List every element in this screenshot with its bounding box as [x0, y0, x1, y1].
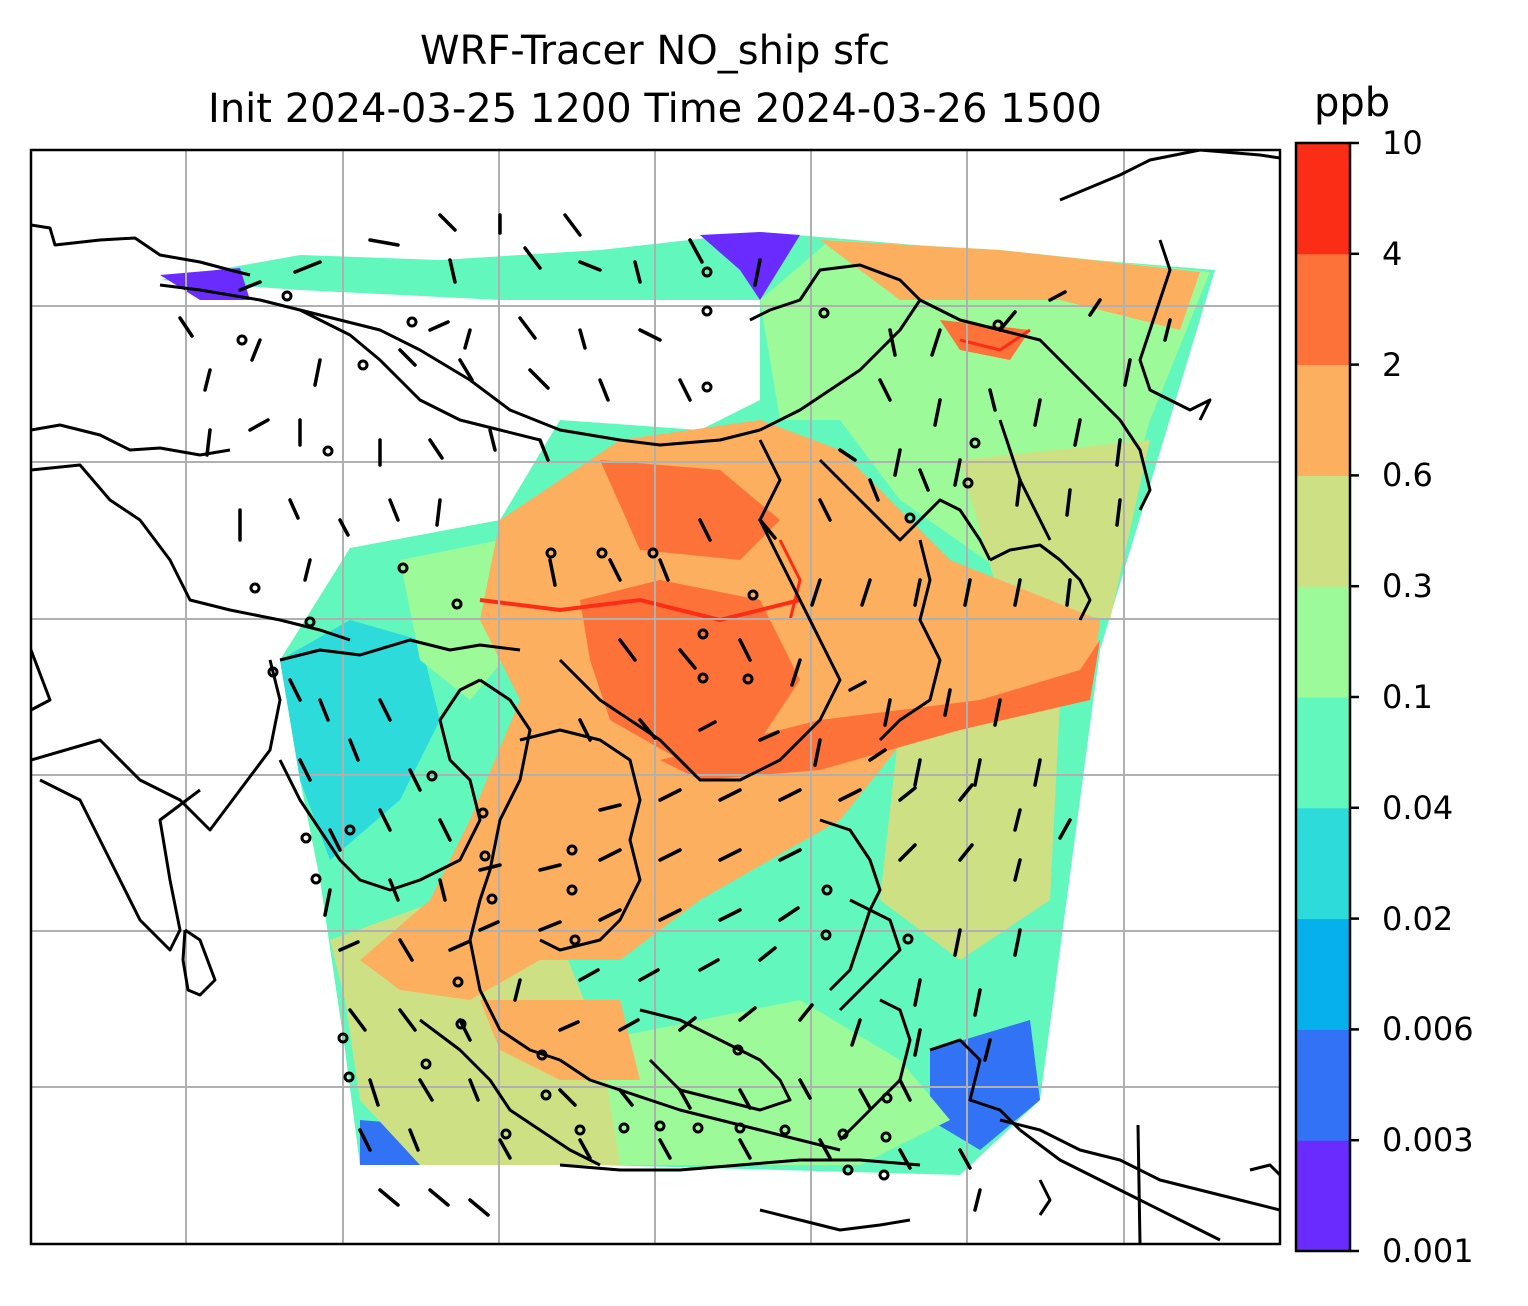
colorbar-tick-label: 0.02 — [1382, 899, 1454, 938]
field-olive-east — [880, 700, 1060, 960]
field-orange-sc — [480, 1000, 640, 1080]
colorbar-bin-0 — [1296, 1140, 1350, 1252]
colorbar-bin-3 — [1296, 807, 1350, 920]
colorbar-unit-label: ppb — [1314, 80, 1391, 126]
colorbar-tick-label: 10 — [1382, 124, 1423, 162]
colorbar-bin-5 — [1296, 586, 1350, 698]
field-olive-north — [960, 440, 1150, 620]
field-red-streak-1 — [479, 597, 801, 623]
colorbar-tick-label: 0.1 — [1382, 678, 1433, 716]
field-red-streak-3 — [959, 328, 1031, 352]
colorbar-bin-1 — [1296, 1029, 1350, 1141]
map-title-line-2: Init 2024-03-25 1200 Time 2024-03-26 150… — [208, 86, 1102, 132]
colorbar — [1294, 141, 1359, 1253]
colorbar-bin-7 — [1296, 364, 1350, 476]
colorbar-bin-8 — [1296, 253, 1350, 366]
colorbar-tick-label: 0.6 — [1382, 456, 1433, 495]
colorbar-bin-9 — [1296, 143, 1350, 255]
colorbar-bin-6 — [1296, 475, 1350, 587]
field-darkorange-band — [660, 640, 1100, 780]
gridlines — [31, 150, 1280, 1244]
field-green-south — [600, 1000, 950, 1165]
colorbar-tick-label: 0.001 — [1382, 1232, 1474, 1270]
calm-circles — [236, 266, 1004, 1181]
colorbar-tick-label: 0.3 — [1382, 567, 1433, 606]
colorbar-tick-label: 4 — [1382, 234, 1403, 273]
map-frame — [29, 148, 1282, 1246]
colorbar-tick-label: 0.04 — [1382, 788, 1454, 827]
field-blue-edge — [700, 232, 800, 300]
wind-barbs — [178, 213, 1172, 1217]
field-blue-edge-2 — [160, 268, 250, 300]
colorbar-bin-4 — [1296, 697, 1350, 809]
field-blue-east — [930, 1020, 1040, 1150]
field-cyan-west — [280, 620, 440, 860]
field-darkorange — [580, 580, 800, 760]
field-red-streak-2 — [778, 539, 802, 621]
colorbar-bin-2 — [1296, 918, 1350, 1030]
field-darkorange-2 — [600, 460, 780, 560]
tracer-field — [160, 232, 1215, 1175]
map-title-line-1: WRF-Tracer NO_ship sfc — [419, 28, 891, 74]
colorbar-tick-label: 2 — [1382, 345, 1403, 384]
field-orange-north — [820, 240, 1200, 330]
colorbar-tick-label: 0.003 — [1382, 1121, 1474, 1160]
colorbar-tick-label: 0.006 — [1382, 1010, 1474, 1049]
field-darkorange-north — [940, 320, 1030, 360]
